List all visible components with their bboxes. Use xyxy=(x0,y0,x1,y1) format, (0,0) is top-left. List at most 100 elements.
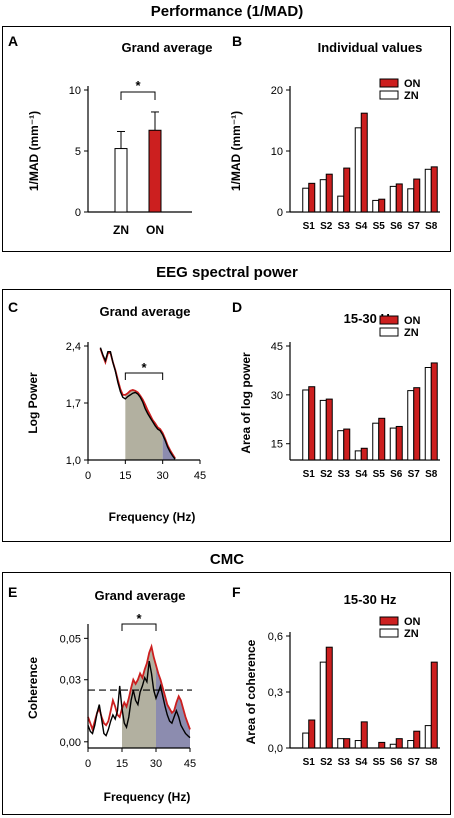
bar-d-on-s6 xyxy=(395,425,403,461)
bar-f-on-s4 xyxy=(360,721,368,749)
bar-d-on-s7 xyxy=(413,387,421,461)
x-tick-label-f: S6 xyxy=(390,757,403,768)
legend-swatch-zn xyxy=(379,628,399,638)
panel-title-f: 15-30 Hz xyxy=(344,592,397,607)
legend-swatch-on xyxy=(379,616,399,626)
x-tick-label-b: S6 xyxy=(390,221,403,232)
x-tick-label-d: S2 xyxy=(320,469,333,480)
section-title-performance: Performance (1/MAD) xyxy=(150,3,304,20)
legend-label-zn: ZN xyxy=(404,628,419,640)
y-axis-label-c: Log Power xyxy=(26,372,40,434)
bar-d-on-s4 xyxy=(360,447,368,461)
bar-d-zn-s6 xyxy=(389,427,397,461)
bar-b-zn-s1 xyxy=(302,187,310,213)
panel-frame-performance xyxy=(2,26,451,252)
bar-b-on-s7 xyxy=(413,178,421,213)
significance-star-c: * xyxy=(141,360,147,375)
bar-b-on-s3 xyxy=(343,167,351,213)
bar-d-zn-s5 xyxy=(372,422,380,461)
x-tick-label-f: S4 xyxy=(355,757,368,768)
legend-label-zn: ZN xyxy=(404,90,419,102)
bar-b-on-s8 xyxy=(430,166,438,213)
y-tick-label-f: 0,0 xyxy=(268,743,283,755)
y-tick-label-d: 45 xyxy=(271,341,283,353)
panel-letter-c: C xyxy=(8,299,18,315)
x-tick-label-b: S1 xyxy=(303,221,316,232)
panel-letter-e: E xyxy=(8,584,17,600)
x-tick-label-a: ON xyxy=(146,223,164,237)
bar-f-zn-s3 xyxy=(337,738,345,749)
section-title-eeg: EEG spectral power xyxy=(156,264,298,281)
x-tick-label-b: S7 xyxy=(408,221,421,232)
y-axis-label-f: Area of coherence xyxy=(244,639,258,744)
bar-f-on-s5 xyxy=(378,741,386,749)
y-tick-label-a: 10 xyxy=(69,85,81,97)
legend-label-zn: ZN xyxy=(404,327,419,339)
bar-b-zn-s4 xyxy=(354,127,362,213)
y-tick-label-f: 0,3 xyxy=(268,687,283,699)
y-axis-label-e: Coherence xyxy=(26,657,40,719)
legend-label-on: ON xyxy=(404,78,421,90)
y-tick-label-c: 1,7 xyxy=(66,398,81,410)
bar-d-on-s5 xyxy=(378,417,386,461)
x-tick-label-b: S3 xyxy=(338,221,351,232)
x-tick-label-b: S5 xyxy=(373,221,386,232)
legend-label-on: ON xyxy=(404,616,421,628)
series-line-on-e xyxy=(87,643,191,733)
x-tick-label-f: S2 xyxy=(320,757,333,768)
x-tick-label-b: S8 xyxy=(425,221,438,232)
x-tick-label-e: 30 xyxy=(150,758,162,770)
bar-d-zn-s7 xyxy=(407,390,415,461)
significance-bracket-c xyxy=(124,372,164,380)
y-tick-label-a: 5 xyxy=(75,146,81,158)
bar-b-on-s1 xyxy=(308,182,316,213)
bar-f-on-s2 xyxy=(325,646,333,749)
panel-title-a: Grand average xyxy=(121,40,212,55)
bar-b-on-s4 xyxy=(360,112,368,213)
y-tick-label-a: 0 xyxy=(75,207,81,219)
significance-star-e: * xyxy=(136,611,142,626)
bar-d-on-s1 xyxy=(308,386,316,461)
significance-bracket-e xyxy=(121,623,157,631)
x-tick-label-c: 30 xyxy=(157,470,169,482)
x-tick-label-b: S4 xyxy=(355,221,368,232)
panel-letter-a: A xyxy=(8,33,18,49)
bar-f-zn-s2 xyxy=(319,661,327,749)
bar-d-zn-s3 xyxy=(337,430,345,461)
bar-d-on-s8 xyxy=(430,362,438,461)
legend-swatch-on xyxy=(379,78,399,88)
section-title-cmc: CMC xyxy=(209,551,245,568)
legend-swatch-zn xyxy=(379,327,399,337)
shaded-band-e xyxy=(156,665,190,748)
x-tick-label-a: ZN xyxy=(113,223,129,237)
x-tick-label-f: S7 xyxy=(408,757,421,768)
legend-swatch-zn xyxy=(379,90,399,100)
y-tick-label-d: 30 xyxy=(271,390,283,402)
significance-bracket-a xyxy=(120,91,156,100)
y-axis-label-a: 1/MAD (mm⁻¹) xyxy=(27,111,41,191)
x-tick-label-e: 15 xyxy=(116,758,128,770)
x-axis-label-e: Frequency (Hz) xyxy=(104,790,191,804)
y-tick-label-d: 15 xyxy=(271,439,283,451)
x-tick-label-d: S4 xyxy=(355,469,368,480)
x-tick-label-e: 0 xyxy=(85,758,91,770)
y-axis-label-b: 1/MAD (mm⁻¹) xyxy=(229,111,243,191)
x-tick-label-f: S3 xyxy=(338,757,351,768)
x-tick-label-d: S5 xyxy=(373,469,386,480)
legend-label-on: ON xyxy=(404,315,421,327)
bar-a-on xyxy=(148,129,162,213)
y-axis-label-d: Area of log power xyxy=(239,352,253,454)
bar-f-on-s7 xyxy=(413,730,421,749)
bar-b-zn-s8 xyxy=(424,168,432,213)
y-tick-label-e: 0,05 xyxy=(60,633,81,645)
bar-b-on-s2 xyxy=(325,173,333,213)
panel-title-e: Grand average xyxy=(94,588,185,603)
bar-b-zn-s6 xyxy=(389,185,397,213)
series-line-zn-e xyxy=(87,660,191,739)
bar-f-on-s3 xyxy=(343,738,351,749)
panel-letter-d: D xyxy=(232,299,242,315)
bar-f-on-s1 xyxy=(308,719,316,749)
y-tick-label-c: 1,0 xyxy=(66,455,81,467)
significance-star-a: * xyxy=(135,78,141,93)
